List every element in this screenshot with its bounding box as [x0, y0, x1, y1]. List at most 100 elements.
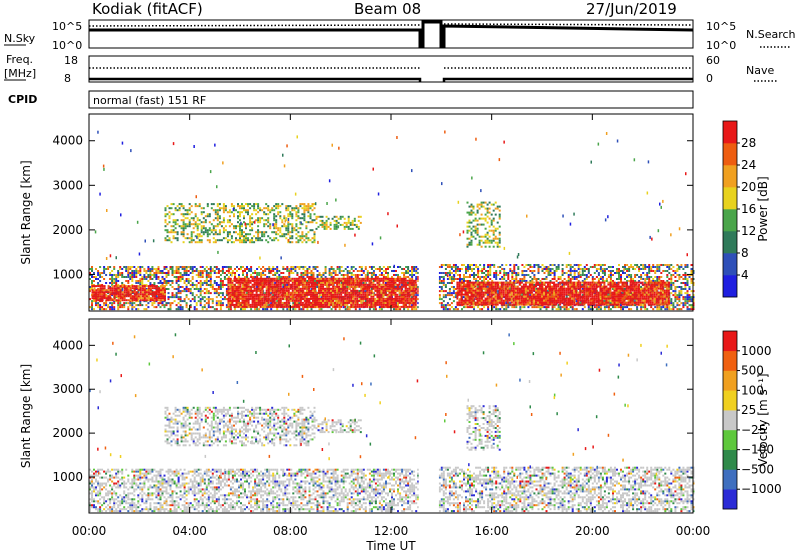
echo-cell: [342, 299, 345, 302]
echo-cell: [163, 306, 166, 309]
echo-cell: [155, 270, 158, 272]
echo-cell: [151, 287, 154, 290]
echo-cell: [368, 272, 371, 274]
echo-cell: [477, 268, 480, 270]
echo-cell: [182, 227, 185, 230]
echo-cell: [347, 227, 350, 230]
echo-cell: [198, 235, 201, 238]
echo-cell: [305, 227, 308, 230]
echo-cell: [438, 266, 441, 268]
echo-cell: [535, 264, 538, 266]
echo-cell: [204, 229, 207, 232]
echo-cell: [99, 308, 102, 311]
echo-cell: [330, 281, 333, 284]
echo-cell: [295, 215, 298, 218]
echo-cell: [160, 291, 162, 294]
echo-cell: [99, 297, 102, 300]
echo-cell: [357, 227, 360, 230]
echo-cell: [324, 289, 327, 292]
echo-cell: [259, 299, 262, 302]
echo-cell: [330, 297, 333, 300]
echo-cell: [288, 270, 291, 272]
echo-cell: [328, 297, 331, 300]
echo-cell: [417, 278, 420, 280]
echo-cell: [188, 223, 191, 226]
echo-cell: [291, 207, 294, 210]
echo-cell: [227, 297, 230, 300]
echo-cell: [366, 303, 369, 306]
echo-cell: [461, 308, 463, 311]
echo-cell: [235, 301, 238, 304]
echo-cell: [444, 274, 447, 276]
echo-cell: [283, 283, 286, 286]
echo-cell: [103, 270, 106, 272]
echo-cell: [184, 225, 187, 228]
echo-cell: [139, 282, 142, 284]
echo-cell: [305, 209, 308, 212]
echo-cell: [279, 227, 282, 230]
echo-cell: [509, 270, 512, 272]
echo-cell: [266, 268, 269, 270]
echo-cell: [446, 282, 449, 284]
echo-cell: [295, 277, 298, 280]
echo-cell: [388, 293, 391, 296]
echo-cell: [241, 207, 243, 210]
echo-cell: [477, 270, 480, 272]
echo-cell: [351, 219, 354, 222]
echo-cell: [452, 290, 455, 293]
echo-cell: [358, 308, 361, 311]
echo-cell: [131, 287, 134, 290]
echo-cell: [358, 277, 361, 280]
echo-cell: [515, 264, 518, 266]
echo-cell: [376, 281, 379, 284]
echo-cell: [147, 274, 150, 276]
echo-cell: [533, 264, 536, 266]
echo-cell: [352, 270, 355, 272]
echo-cell: [241, 293, 244, 296]
echo-cell: [227, 305, 230, 308]
echo-cell: [537, 268, 540, 270]
echo-cell: [485, 270, 488, 272]
echo-cell: [209, 282, 212, 284]
echo-cell: [158, 297, 160, 300]
echo-cell: [328, 283, 331, 286]
echo-cell: [153, 302, 156, 305]
echo-cell: [350, 276, 353, 278]
echo-cell: [396, 283, 399, 286]
echo-cell: [145, 308, 148, 311]
echo-cell: [356, 270, 359, 272]
echo-cell: [244, 270, 246, 272]
echo-cell: [277, 287, 280, 290]
echo-cell: [235, 303, 238, 306]
echo-cell: [111, 285, 114, 288]
echo-cell: [227, 268, 230, 270]
echo-cell: [335, 221, 338, 224]
echo-cell: [347, 221, 350, 224]
echo-cell: [131, 285, 134, 288]
echo-cell: [295, 281, 298, 284]
echo-cell: [205, 284, 208, 286]
echo-cell: [283, 233, 286, 236]
echo-cell: [259, 237, 262, 240]
echo-cell: [268, 268, 271, 270]
echo-cell: [153, 306, 156, 309]
echo-cell: [493, 266, 496, 268]
echo-cell: [251, 237, 254, 240]
echo-cell: [382, 277, 385, 280]
echo-cell: [209, 266, 212, 268]
echo-cell: [303, 285, 306, 288]
echo-cell: [319, 215, 322, 218]
echo-cell: [359, 221, 362, 224]
echo-cell: [471, 270, 473, 272]
echo-cell: [336, 277, 339, 280]
echo-cell: [318, 303, 320, 306]
echo-cell: [448, 298, 451, 301]
echo-cell: [287, 215, 290, 218]
echo-cell: [201, 270, 204, 272]
echo-cell: [176, 223, 179, 226]
echo-cell: [143, 289, 146, 292]
echo-cell: [483, 272, 486, 274]
echo-cell: [235, 289, 238, 292]
echo-cell: [487, 280, 490, 282]
echo-cell: [485, 278, 488, 280]
